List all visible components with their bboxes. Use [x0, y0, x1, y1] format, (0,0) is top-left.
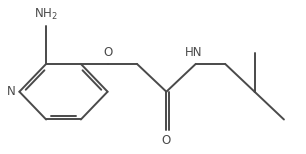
Text: O: O	[103, 46, 112, 59]
Text: HN: HN	[185, 46, 202, 59]
Text: O: O	[162, 134, 171, 147]
Text: NH$_2$: NH$_2$	[34, 7, 58, 22]
Text: N: N	[7, 85, 16, 98]
